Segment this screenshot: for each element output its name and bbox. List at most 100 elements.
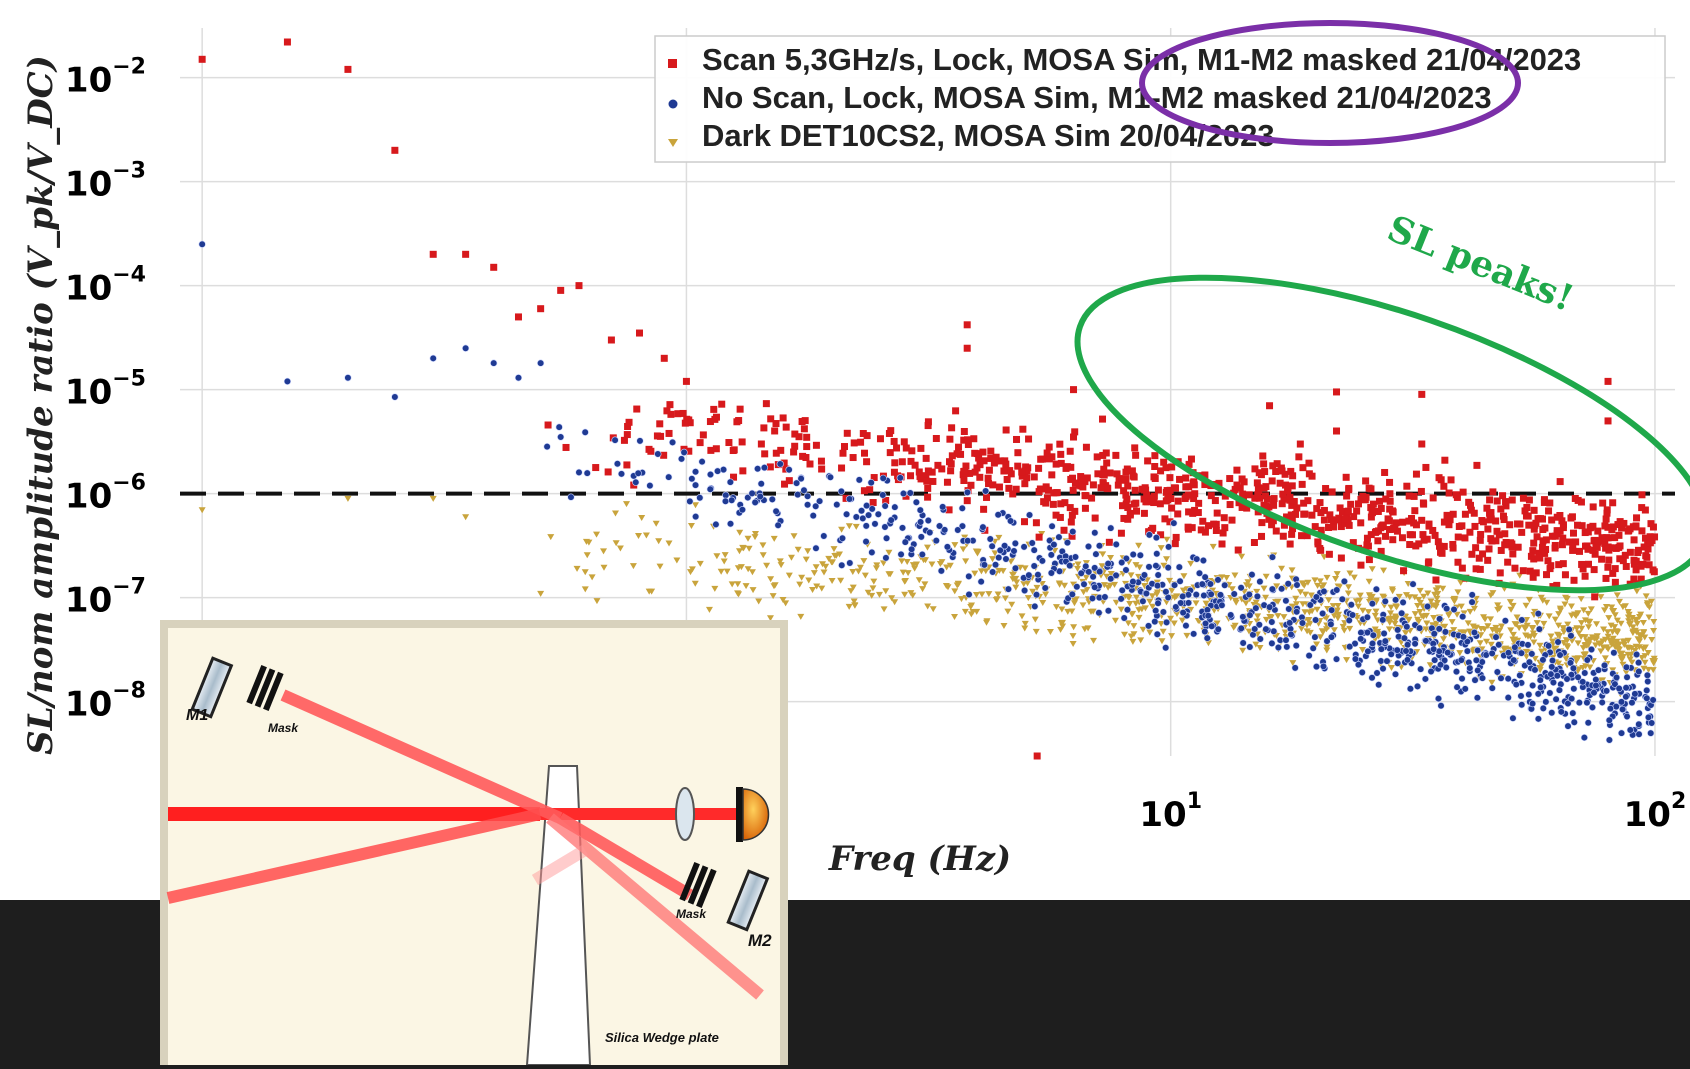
data-point-scan <box>1014 462 1022 470</box>
data-point-scan <box>1616 518 1624 526</box>
data-point-noscan <box>583 469 591 477</box>
data-point-dark <box>1603 644 1611 651</box>
data-point-scan <box>907 457 915 465</box>
data-point-dark <box>1038 580 1046 587</box>
data-point-noscan <box>1567 632 1575 640</box>
data-point-noscan <box>1152 607 1160 615</box>
data-point-dark <box>1536 667 1544 674</box>
data-point-scan <box>1363 541 1371 549</box>
data-point-noscan <box>1333 586 1341 594</box>
data-point-dark <box>1213 620 1221 627</box>
data-point-dark <box>1557 607 1565 614</box>
data-point-scan <box>917 444 925 452</box>
data-point-scan <box>1262 502 1270 510</box>
data-point-scan <box>803 433 811 441</box>
data-point-scan <box>1530 539 1538 547</box>
data-point-scan <box>1185 460 1193 468</box>
data-point-scan <box>1066 504 1074 512</box>
data-point-dark <box>665 540 673 547</box>
data-point-dark <box>1132 562 1140 569</box>
data-point-dark <box>1281 629 1289 636</box>
data-point-noscan <box>1528 650 1536 658</box>
data-point-noscan <box>1647 729 1655 737</box>
data-point-scan <box>1575 547 1583 555</box>
data-point-noscan <box>871 520 879 528</box>
data-point-dark <box>1292 595 1300 602</box>
data-point-noscan <box>776 460 784 468</box>
data-point-scan <box>1637 575 1645 583</box>
data-point-noscan <box>1347 601 1355 609</box>
data-point-dark <box>1577 596 1585 603</box>
data-point-noscan <box>924 516 932 525</box>
data-point-dark <box>1323 647 1331 654</box>
data-point-noscan <box>1120 614 1128 622</box>
data-point-scan <box>1377 547 1385 555</box>
data-point-noscan <box>1574 673 1582 681</box>
data-point-scan <box>1449 510 1457 518</box>
data-point-dark <box>1494 606 1502 613</box>
data-point-noscan <box>1282 597 1290 605</box>
data-point-noscan <box>1338 595 1346 603</box>
data-point-dark <box>1531 608 1539 615</box>
data-point-scan <box>1105 538 1113 546</box>
data-point-noscan <box>1592 675 1600 684</box>
data-point-dark <box>1574 640 1582 647</box>
data-point-scan <box>777 446 785 454</box>
data-point-scan <box>1235 499 1243 507</box>
data-point-dark <box>1021 625 1029 632</box>
data-point-scan <box>1345 486 1353 494</box>
data-point-scan <box>791 442 799 450</box>
data-point-scan <box>1114 481 1122 489</box>
data-point-dark <box>888 595 896 602</box>
data-point-noscan <box>1381 597 1389 605</box>
data-point-scan <box>902 492 910 500</box>
data-point-scan <box>1220 514 1228 522</box>
data-point-noscan <box>1517 649 1526 657</box>
data-point-dark <box>1502 645 1510 652</box>
data-point-scan <box>1357 561 1365 569</box>
data-point-scan <box>1584 560 1592 568</box>
data-point-noscan <box>1204 612 1212 620</box>
data-point-scan <box>1057 450 1065 458</box>
data-point-scan <box>1270 501 1278 509</box>
data-point-scan <box>1254 484 1262 492</box>
data-point-scan <box>1292 510 1300 518</box>
data-point-noscan <box>1122 554 1130 563</box>
data-point-dark <box>809 586 817 593</box>
data-point-dark <box>851 602 859 609</box>
data-point-scan <box>1123 495 1131 503</box>
data-point-scan <box>1044 486 1052 494</box>
data-point-dark <box>1111 581 1119 588</box>
data-point-scan <box>948 424 956 432</box>
data-point-dark <box>1424 590 1432 597</box>
data-point-scan <box>1071 479 1079 487</box>
data-point-scan <box>1337 523 1345 531</box>
data-point-scan <box>798 418 806 426</box>
data-point-scan <box>782 423 790 431</box>
data-point-scan <box>1379 521 1387 529</box>
data-point-noscan <box>1176 577 1184 585</box>
data-point-dark <box>1359 647 1366 654</box>
data-point-dark <box>1304 579 1312 586</box>
data-point-dark <box>1588 634 1596 641</box>
data-point-noscan <box>726 478 734 486</box>
data-point-scan <box>660 354 668 362</box>
data-point-dark <box>656 563 664 570</box>
data-point-noscan <box>1153 550 1161 558</box>
data-point-scan <box>771 427 779 435</box>
data-point-scan <box>803 443 811 451</box>
data-point-noscan <box>1151 618 1159 626</box>
data-point-scan <box>1082 443 1090 451</box>
data-point-scan <box>1519 494 1527 502</box>
data-point-scan <box>1181 494 1189 502</box>
data-point-noscan <box>816 497 824 505</box>
data-point-dark <box>954 580 962 587</box>
data-point-scan <box>1201 481 1209 489</box>
data-point-scan <box>923 477 931 485</box>
data-point-dark <box>1318 628 1326 635</box>
data-point-noscan <box>1328 606 1336 614</box>
data-point-noscan <box>800 486 808 494</box>
data-point-noscan <box>1200 591 1208 600</box>
data-point-scan <box>1638 504 1646 512</box>
data-point-scan <box>1598 555 1606 563</box>
